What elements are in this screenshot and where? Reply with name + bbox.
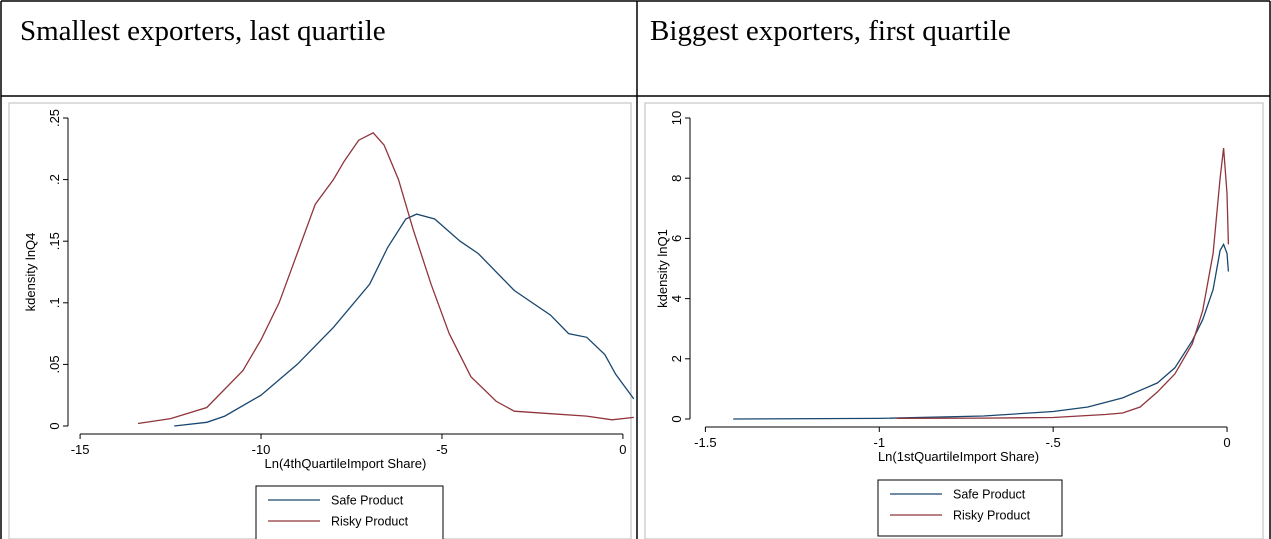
density-line bbox=[137, 131, 634, 425]
y-tick-label: .25 bbox=[47, 109, 62, 127]
x-axis-label: Ln(1stQuartileImport Share) bbox=[878, 449, 1039, 464]
chart-panel bbox=[8, 102, 632, 539]
x-tick-label: 0 bbox=[619, 442, 626, 457]
y-tick-label: 4 bbox=[669, 295, 684, 302]
cell-heading: Biggest exporters, first quartile bbox=[650, 15, 1011, 47]
x-tick-label: -5 bbox=[436, 442, 448, 457]
y-tick-label: .1 bbox=[47, 297, 62, 308]
y-tick-label: 2 bbox=[669, 355, 684, 362]
density-line bbox=[174, 213, 635, 427]
x-tick-label: -10 bbox=[252, 442, 271, 457]
y-axis-label: kdensity lnQ4 bbox=[23, 233, 38, 312]
x-tick-label: -15 bbox=[71, 442, 90, 457]
x-tick-label: -1 bbox=[873, 435, 885, 450]
legend-box bbox=[255, 485, 444, 539]
x-tick-label: -.5 bbox=[1046, 435, 1061, 450]
chart-panel bbox=[644, 102, 1264, 539]
legend-box bbox=[877, 479, 1063, 537]
y-tick-label: 6 bbox=[669, 235, 684, 242]
x-axis-label: Ln(4thQuartileImport Share) bbox=[265, 456, 427, 471]
y-axis-label: kdensity lnQ1 bbox=[655, 229, 670, 308]
density-line bbox=[896, 148, 1230, 420]
x-tick-label: -1.5 bbox=[694, 435, 716, 450]
x-tick-label: 0 bbox=[1223, 435, 1230, 450]
legend-label: Risky Product bbox=[331, 515, 409, 529]
y-tick-label: .05 bbox=[47, 355, 62, 373]
y-tick-label: .15 bbox=[47, 232, 62, 250]
y-tick-label: .2 bbox=[47, 174, 62, 185]
y-tick-label: 0 bbox=[47, 422, 62, 429]
y-tick-label: 10 bbox=[669, 111, 684, 125]
legend-label: Risky Product bbox=[953, 509, 1031, 523]
legend-label: Safe Product bbox=[331, 494, 404, 508]
legend-label: Safe Product bbox=[953, 488, 1026, 502]
cell-heading: Smallest exporters, last quartile bbox=[20, 15, 386, 47]
y-tick-label: 8 bbox=[669, 175, 684, 182]
y-tick-label: 0 bbox=[669, 415, 684, 422]
density-line bbox=[733, 242, 1230, 420]
